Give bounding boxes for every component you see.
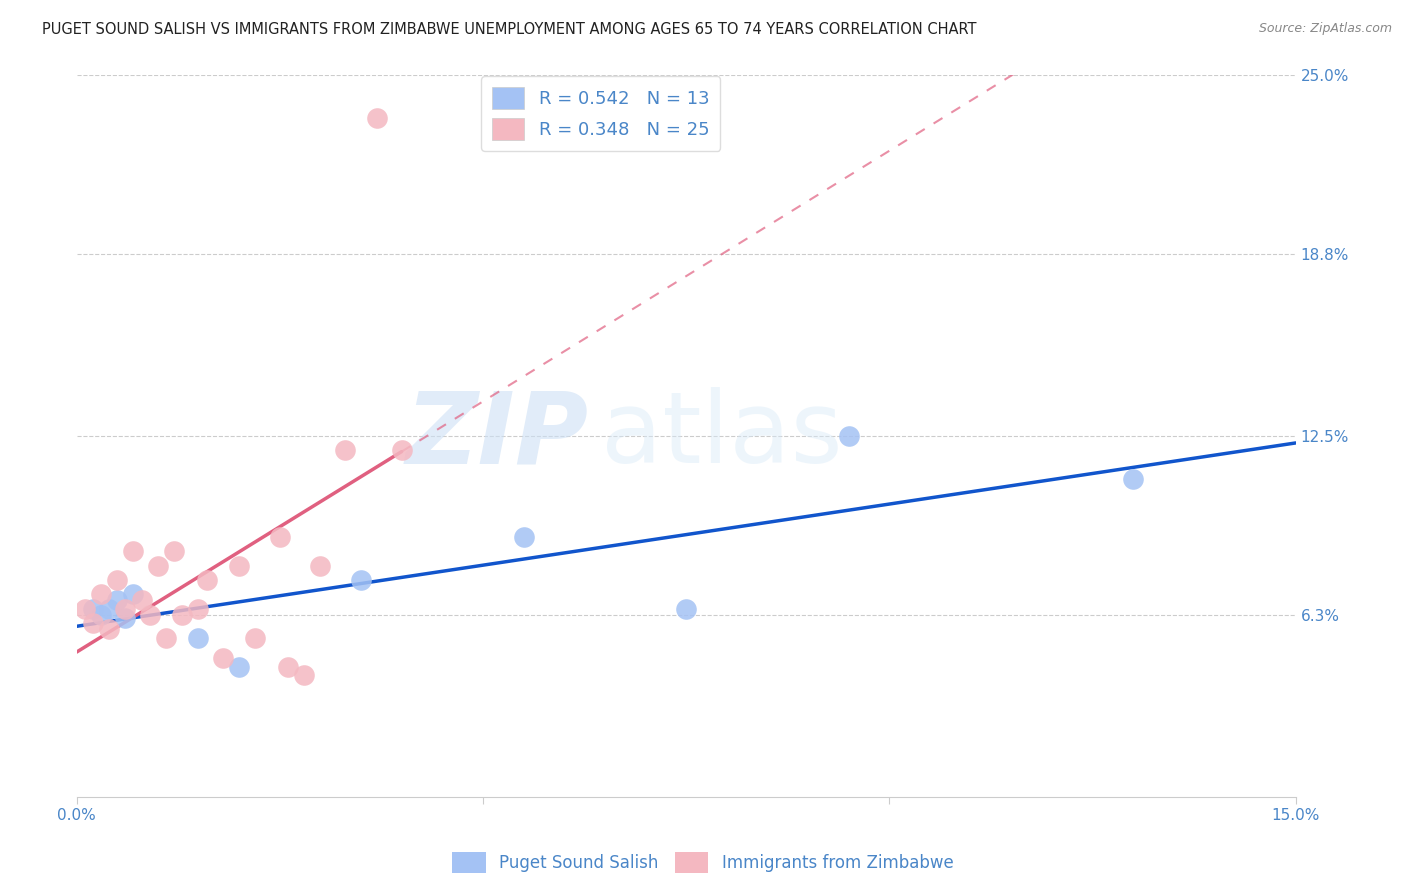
Point bbox=[187, 602, 209, 616]
Text: ZIP: ZIP bbox=[405, 387, 589, 484]
Text: Source: ZipAtlas.com: Source: ZipAtlas.com bbox=[1258, 22, 1392, 36]
Point bbox=[366, 111, 388, 125]
Point bbox=[155, 631, 177, 645]
Point bbox=[163, 544, 186, 558]
Point bbox=[98, 602, 121, 616]
Point bbox=[228, 659, 250, 673]
Point bbox=[187, 631, 209, 645]
Point bbox=[114, 610, 136, 624]
Point bbox=[138, 607, 160, 622]
Point bbox=[277, 659, 299, 673]
Point bbox=[146, 558, 169, 573]
Point bbox=[105, 573, 128, 587]
Point bbox=[228, 558, 250, 573]
Point bbox=[512, 530, 534, 544]
Point bbox=[73, 602, 96, 616]
Point bbox=[309, 558, 332, 573]
Point bbox=[838, 428, 860, 442]
Point bbox=[1122, 472, 1144, 486]
Legend: Puget Sound Salish, Immigrants from Zimbabwe: Puget Sound Salish, Immigrants from Zimb… bbox=[446, 846, 960, 880]
Point bbox=[105, 593, 128, 607]
Point bbox=[350, 573, 373, 587]
Point bbox=[269, 530, 291, 544]
Point bbox=[114, 602, 136, 616]
Point bbox=[245, 631, 267, 645]
Point bbox=[90, 607, 112, 622]
Point bbox=[292, 668, 315, 682]
Point bbox=[122, 544, 145, 558]
Point bbox=[82, 602, 104, 616]
Point bbox=[98, 622, 121, 636]
Point bbox=[131, 593, 153, 607]
Text: PUGET SOUND SALISH VS IMMIGRANTS FROM ZIMBABWE UNEMPLOYMENT AMONG AGES 65 TO 74 : PUGET SOUND SALISH VS IMMIGRANTS FROM ZI… bbox=[42, 22, 977, 37]
Point bbox=[195, 573, 218, 587]
Legend: R = 0.542   N = 13, R = 0.348   N = 25: R = 0.542 N = 13, R = 0.348 N = 25 bbox=[481, 77, 720, 151]
Point bbox=[391, 443, 413, 458]
Point bbox=[90, 587, 112, 601]
Point bbox=[333, 443, 356, 458]
Point bbox=[122, 587, 145, 601]
Point bbox=[82, 616, 104, 631]
Point bbox=[675, 602, 697, 616]
Point bbox=[172, 607, 194, 622]
Text: atlas: atlas bbox=[600, 387, 842, 484]
Point bbox=[211, 651, 233, 665]
